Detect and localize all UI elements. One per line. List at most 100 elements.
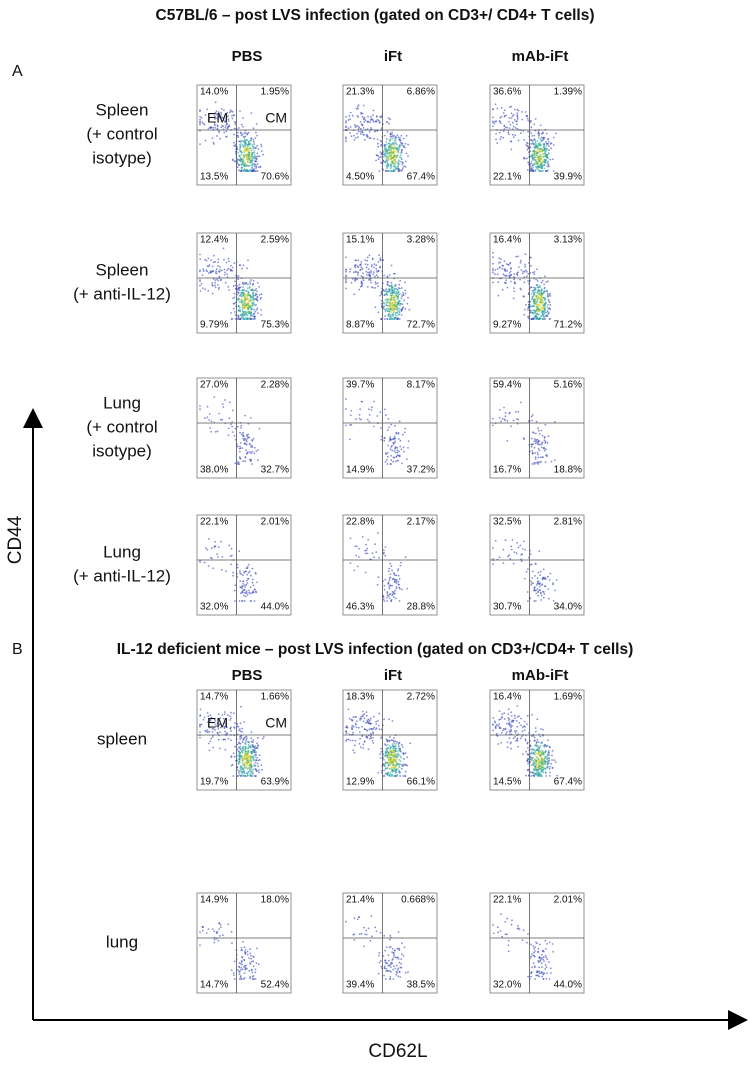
event-dot — [396, 134, 399, 137]
event-dot — [253, 143, 256, 145]
event-dot — [377, 724, 380, 727]
event-dot — [358, 933, 361, 935]
event-dot — [367, 408, 370, 411]
event-dot — [398, 283, 401, 286]
event-dot — [500, 742, 503, 744]
event-dot — [212, 141, 215, 144]
event-dot — [345, 287, 347, 290]
event-dot — [199, 944, 201, 946]
event-dot — [246, 149, 249, 152]
event-dot — [526, 760, 529, 763]
event-dot — [547, 575, 549, 578]
event-dot — [541, 578, 544, 581]
event-dot — [500, 115, 503, 118]
event-dot — [549, 572, 552, 575]
quadrant-percent: 1.69% — [554, 692, 582, 703]
event-dot — [237, 763, 240, 765]
event-dot — [406, 458, 408, 461]
event-dot — [399, 587, 401, 590]
event-dot — [251, 978, 254, 980]
event-dot — [503, 418, 506, 421]
event-dot — [225, 135, 228, 138]
event-dot — [539, 138, 542, 141]
plot-frame — [342, 514, 438, 616]
event-dot — [543, 312, 546, 315]
event-dot — [385, 458, 388, 461]
event-dot — [495, 138, 497, 141]
event-dot — [389, 747, 392, 750]
event-dot — [541, 756, 543, 758]
event-dot — [216, 127, 219, 130]
event-dot — [251, 164, 254, 167]
event-dot — [548, 294, 550, 296]
event-dot — [256, 290, 258, 293]
event-dot — [240, 966, 243, 969]
event-dot — [353, 293, 356, 296]
event-dot — [345, 120, 347, 122]
event-dot — [358, 413, 361, 416]
event-dot — [227, 120, 230, 122]
event-dot — [535, 761, 538, 764]
event-dot — [248, 312, 250, 315]
event-dot — [551, 754, 553, 757]
quadrant-percent: 5.16% — [554, 380, 582, 391]
event-dot — [385, 747, 388, 750]
event-dot — [258, 294, 261, 296]
event-dot — [249, 592, 252, 595]
event-dot — [385, 288, 387, 290]
event-dot — [396, 303, 398, 306]
event-dot — [379, 257, 382, 259]
event-dot — [383, 934, 386, 937]
event-dot — [517, 109, 520, 112]
event-dot — [539, 142, 541, 144]
event-dot — [230, 318, 233, 320]
event-dot — [535, 759, 537, 762]
event-dot — [234, 313, 237, 316]
event-dot — [395, 142, 397, 145]
event-dot — [360, 131, 362, 133]
event-dot — [544, 440, 547, 443]
event-dot — [524, 111, 527, 113]
event-dot — [394, 161, 396, 163]
event-dot — [546, 943, 548, 945]
event-dot — [355, 107, 358, 110]
event-dot — [365, 721, 367, 724]
event-dot — [383, 148, 386, 150]
event-dot — [255, 288, 258, 290]
event-dot — [522, 295, 525, 298]
event-dot — [510, 923, 513, 926]
event-dot — [380, 427, 382, 429]
event-dot — [369, 717, 372, 720]
event-dot — [398, 745, 400, 747]
event-dot — [542, 766, 545, 769]
event-dot — [537, 313, 540, 316]
event-dot — [508, 719, 510, 722]
event-dot — [223, 273, 226, 276]
quadrant-percent: 2.01% — [554, 895, 582, 906]
event-dot — [366, 418, 369, 421]
event-dot — [540, 302, 543, 305]
flow-plot: 15.1% 3.28%8.87% 72.7% — [342, 232, 438, 334]
event-dot — [527, 568, 529, 570]
event-dot — [239, 110, 241, 112]
event-dot — [386, 969, 389, 972]
event-dot — [547, 152, 550, 155]
event-dot — [392, 151, 395, 154]
event-dot — [231, 425, 234, 428]
event-dot — [397, 295, 400, 297]
event-dot — [247, 743, 250, 746]
event-dot — [386, 281, 389, 283]
event-dot — [393, 450, 396, 452]
quadrant-percent: 39.9% — [554, 172, 582, 183]
event-dot — [236, 166, 239, 169]
event-dot — [539, 591, 542, 594]
event-dot — [233, 296, 236, 299]
event-dot — [345, 732, 348, 735]
event-dot — [393, 757, 395, 759]
event-dot — [394, 967, 397, 970]
event-dot — [530, 764, 533, 767]
event-dot — [217, 111, 220, 113]
event-dot — [543, 275, 546, 278]
event-dot — [252, 168, 255, 171]
event-dot — [549, 746, 551, 749]
